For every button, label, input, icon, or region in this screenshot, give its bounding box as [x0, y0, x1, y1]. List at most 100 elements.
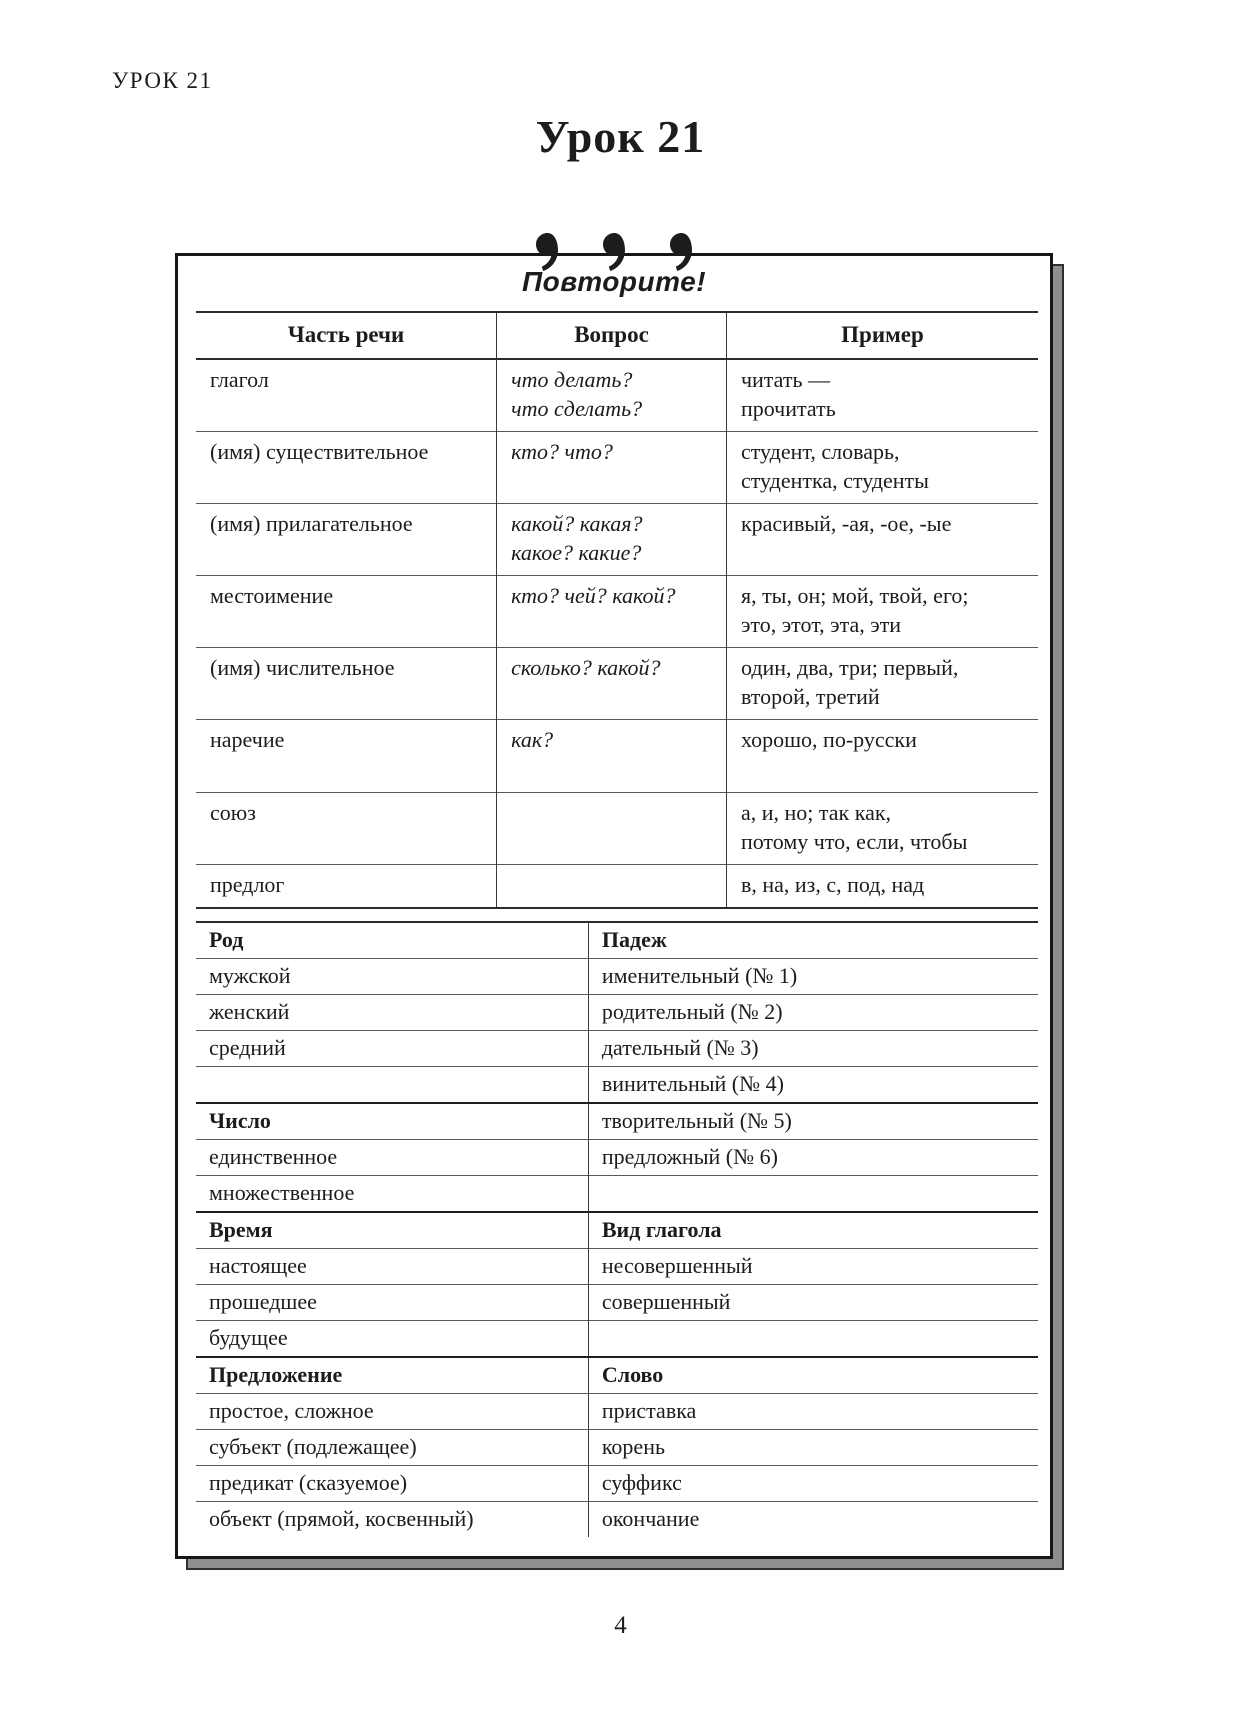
- cell-left: единственное: [196, 1139, 589, 1176]
- table-row: местоимение кто? чей? какой? я, ты, он; мо…: [196, 575, 1038, 648]
- comma-ornament-icon: [536, 233, 558, 271]
- cell-example: в, на, из, с, под, над: [726, 864, 1038, 908]
- grammar-categories-body: Род Падеж мужской именительный (№ 1) женский…: [196, 922, 1038, 1537]
- cell-right: творительный (№ 5): [588, 1102, 1038, 1140]
- cell-left: Число: [196, 1102, 589, 1140]
- table-row: Предложение Слово: [196, 1356, 1038, 1394]
- parts-of-speech-table: Часть речи Вопрос Пример глагол что делат…: [196, 311, 1038, 909]
- cell-question: что делать? что сделать?: [496, 359, 727, 432]
- cell-right: винительный (№ 4): [588, 1066, 1038, 1103]
- cell-left: множественное: [196, 1175, 589, 1212]
- table-row: средний дательный (№ 3): [196, 1030, 1038, 1067]
- cell-left: Род: [196, 922, 589, 959]
- cell-right: родительный (№ 2): [588, 994, 1038, 1031]
- cell-left: [196, 1066, 589, 1103]
- review-card: Повторите! Часть речи Вопрос Пример глаг…: [175, 233, 1053, 1559]
- table-row: прошедшее совершенный: [196, 1284, 1038, 1321]
- cell-example: хорошо, по-русски: [726, 719, 1038, 793]
- comma-ornaments: [536, 233, 692, 271]
- cell-right: окончание: [588, 1501, 1038, 1537]
- table-row: предикат (сказуемое) суффикс: [196, 1465, 1038, 1502]
- table-row: простое, сложное приставка: [196, 1393, 1038, 1430]
- page-number: 4: [614, 1612, 627, 1639]
- table-row: глагол что делать? что сделать? читать — п…: [196, 359, 1038, 432]
- table-row: винительный (№ 4): [196, 1066, 1038, 1103]
- cell-right: Вид глагола: [588, 1211, 1038, 1249]
- cell-question: сколько? какой?: [496, 647, 727, 720]
- cell-example: я, ты, он; мой, твой, его; это, этот, эт…: [726, 575, 1038, 648]
- comma-ornament-icon: [603, 233, 625, 271]
- cell-left: субъект (подлежащее): [196, 1429, 589, 1466]
- table-row: (имя) прилагательное какой? какая? какое?…: [196, 503, 1038, 576]
- table-row: женский родительный (№ 2): [196, 994, 1038, 1031]
- cell-left: Время: [196, 1211, 589, 1249]
- cell-part-of-speech: местоимение: [196, 575, 498, 648]
- cell-question: [496, 864, 727, 908]
- cell-part-of-speech: союз: [196, 792, 498, 865]
- cell-left: женский: [196, 994, 589, 1031]
- cell-right: [588, 1320, 1038, 1357]
- table-row: Число творительный (№ 5): [196, 1102, 1038, 1140]
- cell-left: средний: [196, 1030, 589, 1067]
- table-header-row: Часть речи Вопрос Пример: [196, 312, 1038, 360]
- column-header-example: Пример: [726, 312, 1038, 360]
- cell-right: [588, 1175, 1038, 1212]
- cell-right: приставка: [588, 1393, 1038, 1430]
- table-row: множественное: [196, 1175, 1038, 1212]
- table-row: предлог в, на, из, с, под, над: [196, 864, 1038, 908]
- cell-left: предикат (сказуемое): [196, 1465, 589, 1502]
- cell-example: красивый, -ая, -ое, -ые: [726, 503, 1038, 576]
- cell-left: Предложение: [196, 1356, 589, 1394]
- table-row: будущее: [196, 1320, 1038, 1357]
- cell-left: мужской: [196, 958, 589, 995]
- cell-right: совершенный: [588, 1284, 1038, 1321]
- cell-right: предложный (№ 6): [588, 1139, 1038, 1176]
- cell-right: именительный (№ 1): [588, 958, 1038, 995]
- cell-part-of-speech: (имя) существительное: [196, 431, 498, 504]
- parts-of-speech-body: глагол что делать? что сделать? читать — п…: [196, 359, 1038, 908]
- running-header: УРОК 21: [112, 68, 213, 93]
- cell-example: один, два, три; первый, второй, третий: [726, 647, 1038, 720]
- table-row: наречие как? хорошо, по-русски: [196, 719, 1038, 793]
- cell-right: суффикс: [588, 1465, 1038, 1502]
- cell-part-of-speech: предлог: [196, 864, 498, 908]
- cell-question: кто? что?: [496, 431, 727, 504]
- column-header-part: Часть речи: [196, 312, 498, 360]
- table-row: настоящее несовершенный: [196, 1248, 1038, 1285]
- cell-part-of-speech: глагол: [196, 359, 498, 432]
- cell-part-of-speech: (имя) числительное: [196, 647, 498, 720]
- cell-right: Падеж: [601, 927, 667, 952]
- cell-right: несовершенный: [588, 1248, 1038, 1285]
- cell-part-of-speech: (имя) прилагательное: [196, 503, 498, 576]
- table-row: мужской именительный (№ 1): [196, 958, 1038, 995]
- grammar-categories-table: Род Падеж мужской именительный (№ 1) женский…: [196, 921, 1038, 1537]
- cell-left: будущее: [196, 1320, 589, 1357]
- page-title: Урок 21: [535, 111, 706, 162]
- table-row: единственное предложный (№ 6): [196, 1139, 1038, 1176]
- cell-right: Слово: [588, 1356, 1038, 1394]
- cell-part-of-speech: наречие: [196, 719, 498, 793]
- cell-question: кто? чей? какой?: [496, 575, 727, 648]
- table-row: (имя) числительное сколько? какой? один, д…: [196, 647, 1038, 720]
- cell-right: дательный (№ 3): [588, 1030, 1038, 1067]
- column-header-question: Вопрос: [496, 312, 727, 360]
- repeat-heading: Повторите!: [521, 266, 707, 297]
- table-row: Время Вид глагола: [196, 1211, 1038, 1249]
- cell-left: прошедшее: [196, 1284, 589, 1321]
- comma-ornament-icon: [670, 233, 692, 271]
- table-row: субъект (подлежащее) корень: [196, 1429, 1038, 1466]
- cell-question: [496, 792, 727, 865]
- cell-right: корень: [588, 1429, 1038, 1466]
- table-row: Род Падеж: [196, 922, 1038, 959]
- cell-left: настоящее: [196, 1248, 589, 1285]
- cell-example: студент, словарь, студентка, студенты: [726, 431, 1038, 504]
- cell-question: какой? какая? какое? какие?: [496, 503, 727, 576]
- cell-left: объект (прямой, косвенный): [196, 1501, 589, 1537]
- table-row: союз а, и, но; так как, потому что, если,…: [196, 792, 1038, 865]
- cell-left: простое, сложное: [196, 1393, 589, 1430]
- cell-example: а, и, но; так как, потому что, если, что…: [726, 792, 1038, 865]
- cell-example: читать — прочитать: [740, 367, 836, 421]
- table-row: (имя) существительное кто? что? студент, с…: [196, 431, 1038, 504]
- table-row: объект (прямой, косвенный) окончание: [196, 1501, 1038, 1537]
- cell-question: как?: [496, 719, 727, 793]
